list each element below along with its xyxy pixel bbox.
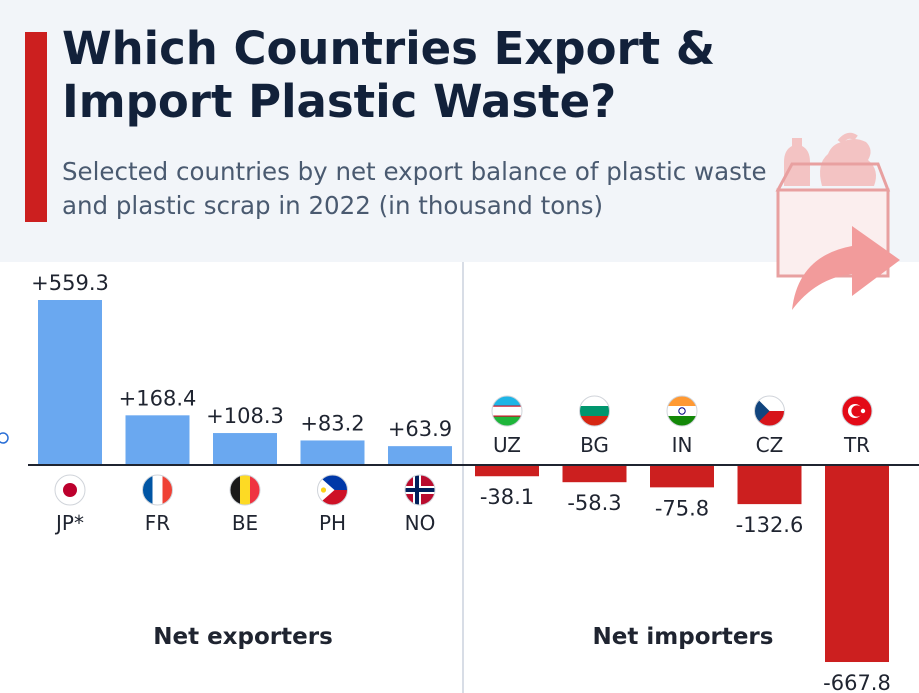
value-label-no: +63.9 [388,417,452,441]
turkey-flag-icon [841,395,873,427]
category-label-fr: FR [145,511,171,535]
philippines-flag-icon [317,474,348,506]
bar-cz [737,465,802,505]
bar-ph [300,440,365,465]
chart-subtitle: Selected countries by net export balance… [62,157,767,220]
japan-flag-icon [54,474,86,506]
category-label-cz: CZ [756,433,784,457]
title-accent-bar [25,32,47,222]
category-label-bg: BG [580,433,609,457]
category-label-jp: JP* [54,511,84,535]
bulgaria-flag-icon [579,395,610,427]
category-label-no: NO [405,511,436,535]
edge-handle-icon [0,432,9,444]
category-label-ph: PH [319,511,346,535]
france-flag-icon [142,474,173,506]
bar-jp [38,300,102,465]
net-exporters-label: Net exporters [153,624,333,650]
box-with-plastic-waste-and-export-arrow-icon [775,132,900,310]
bar-fr [125,415,190,465]
value-label-bg: -58.3 [567,491,621,515]
value-label-ph: +83.2 [300,411,364,435]
value-label-cz: -132.6 [736,513,804,537]
value-label-in: -75.8 [655,496,709,520]
belgium-flag-icon [229,474,261,506]
bar-bg [562,465,627,483]
header-panel [0,0,919,262]
category-label-tr: TR [843,433,870,457]
value-label-be: +108.3 [206,404,284,428]
value-label-uz: -38.1 [480,485,534,509]
bar-no [388,446,452,465]
bar-uz [475,465,539,477]
norway-flag-icon [404,474,436,506]
value-label-fr: +168.4 [119,386,197,410]
net-importers-label: Net importers [593,624,774,650]
czechia-flag-icon [754,395,785,427]
value-label-jp: +559.3 [31,271,109,295]
value-label-tr: -667.8 [823,671,891,693]
category-label-be: BE [232,511,258,535]
uzbekistan-flag-icon [491,395,523,427]
category-label-in: IN [672,433,693,457]
chart-title: Which Countries Export & Import Plastic … [62,22,716,128]
category-label-uz: UZ [493,433,521,457]
bar-be [213,433,277,465]
bar-tr [825,465,889,663]
bar-in [650,465,714,488]
india-flag-icon [666,395,698,427]
